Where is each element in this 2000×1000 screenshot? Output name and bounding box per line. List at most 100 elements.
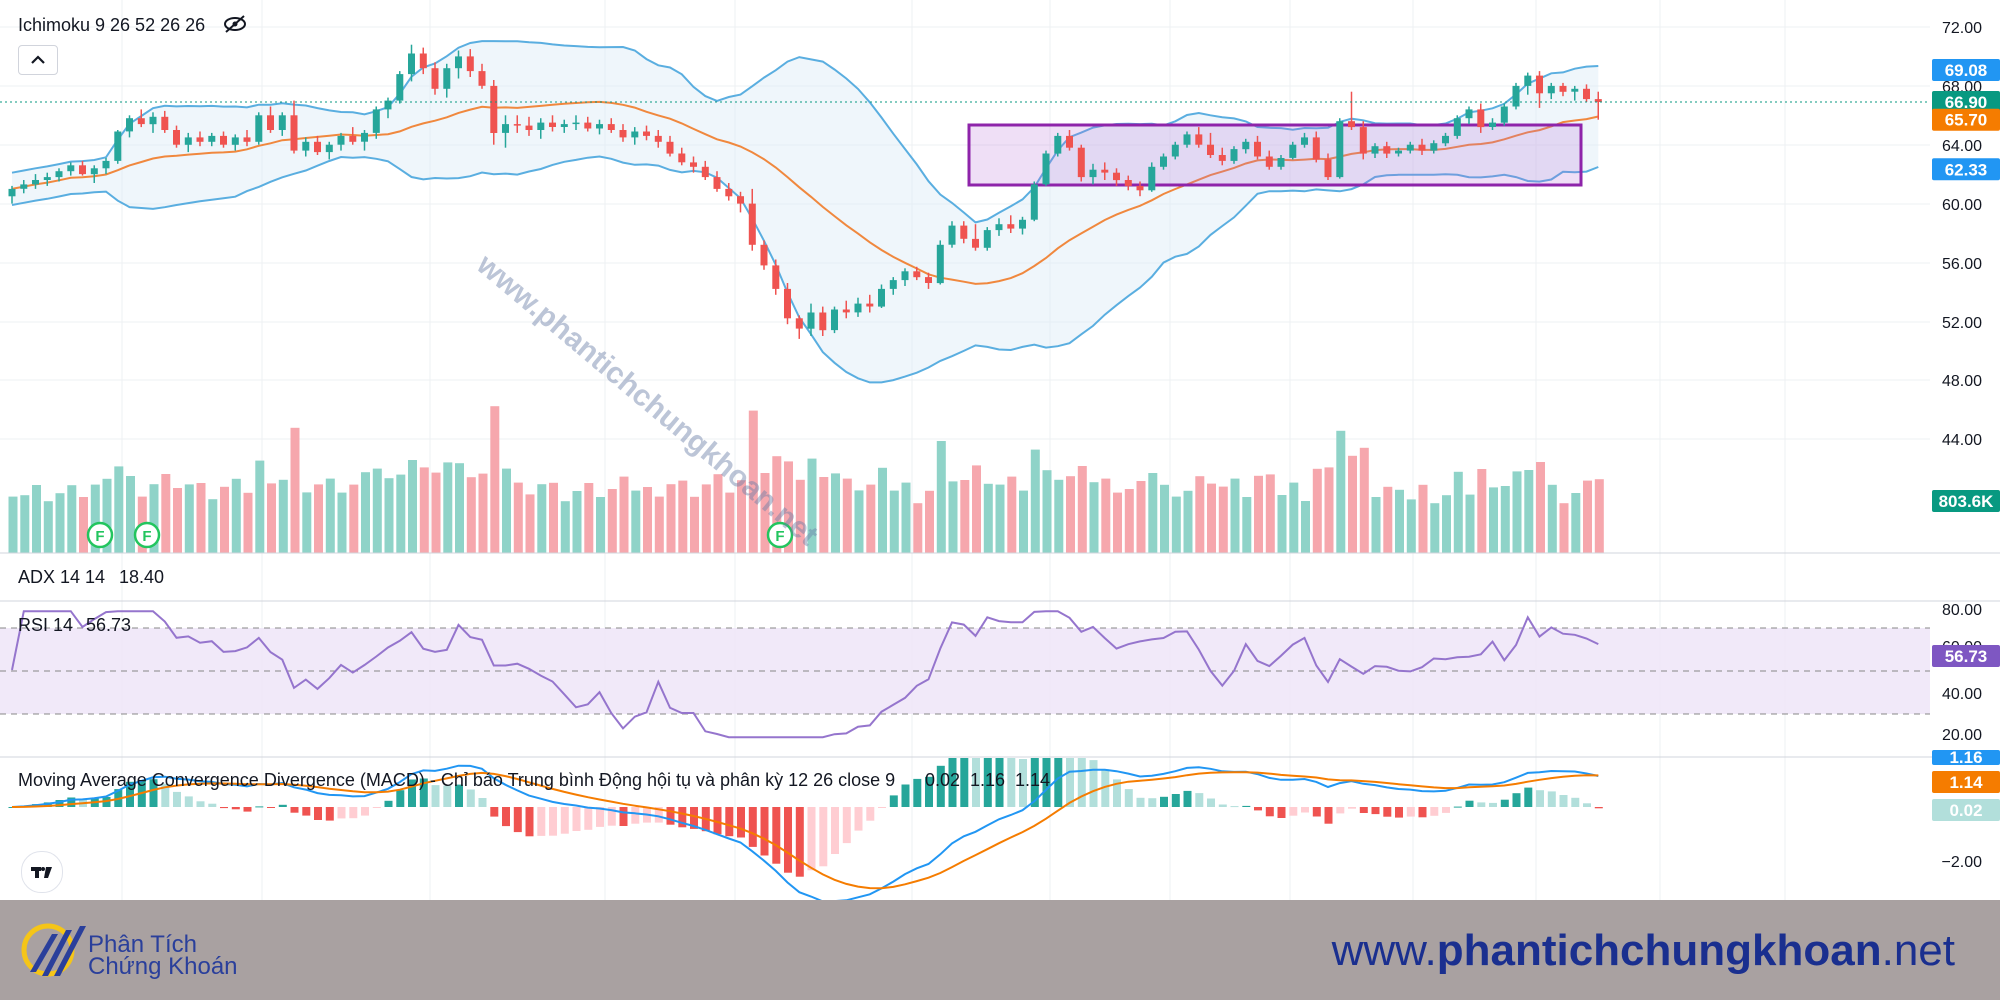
volume-bar (972, 465, 981, 553)
macd-hist-bar (913, 778, 922, 807)
indicator-label: Ichimoku 9 26 52 26 26 (18, 15, 205, 35)
candle (1230, 146, 1238, 164)
macd-badge: 1.14 (1932, 771, 2000, 793)
candle (126, 115, 133, 138)
candle (314, 135, 321, 155)
candle (267, 106, 274, 133)
volume-bar (819, 477, 829, 553)
volume-bar (208, 499, 218, 553)
macd-hist-bar (1007, 758, 1016, 807)
volume-bar (936, 441, 946, 553)
macd-hist-bar (1524, 787, 1533, 807)
macd-hist-bar (854, 807, 863, 831)
volume-bar (1195, 476, 1205, 553)
volume-bar (1160, 484, 1169, 553)
macd-hist-bar (925, 776, 933, 807)
macd-hist-value: 0.02 (925, 770, 960, 790)
volume-bar (866, 484, 876, 553)
candle (196, 131, 204, 147)
candle (619, 124, 627, 142)
candle (149, 112, 157, 133)
macd-hist-bar (302, 807, 311, 816)
volume-bar (983, 483, 993, 553)
macd-hist-bar (560, 807, 569, 834)
candle (701, 160, 709, 180)
macd-hist-bar (1113, 779, 1121, 807)
candle (1160, 153, 1167, 170)
volume-bar (302, 492, 312, 553)
volume-bar (55, 493, 65, 553)
volume-bar (572, 491, 582, 553)
macd-hist-bar (1160, 796, 1168, 807)
candle (948, 221, 956, 248)
candle (1383, 141, 1391, 158)
svg-text:0.02: 0.02 (1949, 801, 1982, 820)
f-marker[interactable]: F (86, 521, 114, 549)
macd-hist-bar (889, 795, 898, 807)
macd-hist-bar (1383, 807, 1392, 817)
candle (960, 221, 968, 244)
macd-hist-bar (431, 785, 440, 807)
eye-hidden-icon[interactable] (224, 15, 246, 33)
consolidation-box[interactable] (967, 123, 1583, 187)
candle (502, 115, 509, 148)
price-tick: 44.00 (1942, 432, 1982, 449)
volume-bar (8, 496, 18, 553)
volume-bar (184, 484, 194, 553)
candle (995, 218, 1003, 236)
candle (631, 127, 639, 145)
moving-average-line (11, 100, 1599, 285)
f-marker[interactable]: F (766, 521, 794, 549)
candle (325, 141, 333, 160)
candle (513, 115, 521, 133)
macd-hist-bar (713, 807, 722, 835)
volume-bar (1030, 449, 1040, 553)
f-marker[interactable]: F (133, 521, 161, 549)
candle (408, 44, 415, 82)
macd-hist-bar (549, 807, 557, 836)
macd-hist-bar (255, 806, 264, 808)
volume-bar (455, 463, 464, 553)
rsi-badge: 56.73 (1932, 645, 2000, 667)
collapse-button[interactable] (18, 45, 58, 75)
volume-bar (372, 468, 382, 553)
candle (243, 130, 251, 147)
price-tick: 60.00 (1942, 197, 1982, 214)
volume-bar (854, 490, 864, 553)
macd-signal-line (11, 771, 1599, 890)
macd-hist-bar (584, 807, 593, 830)
candle (8, 185, 16, 204)
tradingview-logo[interactable] (21, 851, 63, 893)
macd-hist-bar (1324, 807, 1333, 824)
candle (79, 160, 86, 176)
rsi-axis[interactable]: 80.00 60.00 40.00 20.00 (1942, 602, 1982, 744)
candle (90, 165, 98, 183)
macd-hist-bar (1571, 797, 1580, 807)
volume-bar (1207, 483, 1216, 553)
volume-bar (1418, 484, 1428, 553)
candle (1430, 140, 1438, 154)
footer-url[interactable]: www.phantichchungkhoan.net (1332, 926, 1955, 976)
macd-hist-bar (1265, 807, 1274, 817)
volume-bar (1277, 495, 1287, 553)
volume-bar (1042, 470, 1052, 553)
volume-bar (314, 484, 323, 553)
candle (925, 272, 932, 289)
candle (1218, 147, 1226, 166)
candle (302, 137, 310, 157)
volume-bar (901, 482, 911, 553)
macd-hist-bar (1242, 805, 1251, 807)
candle (607, 118, 615, 133)
macd-hist-bar (408, 779, 416, 807)
macd-hist-bar (337, 807, 346, 819)
candle (584, 116, 592, 132)
volume-bar (478, 473, 488, 553)
volume-bar (1406, 499, 1416, 553)
macd-hist-bar (1477, 802, 1486, 807)
macd-hist-bar (184, 796, 193, 807)
candle (1336, 118, 1344, 179)
macd-hist-bar (748, 807, 757, 847)
volume-bar (666, 484, 676, 553)
candle (431, 62, 439, 95)
